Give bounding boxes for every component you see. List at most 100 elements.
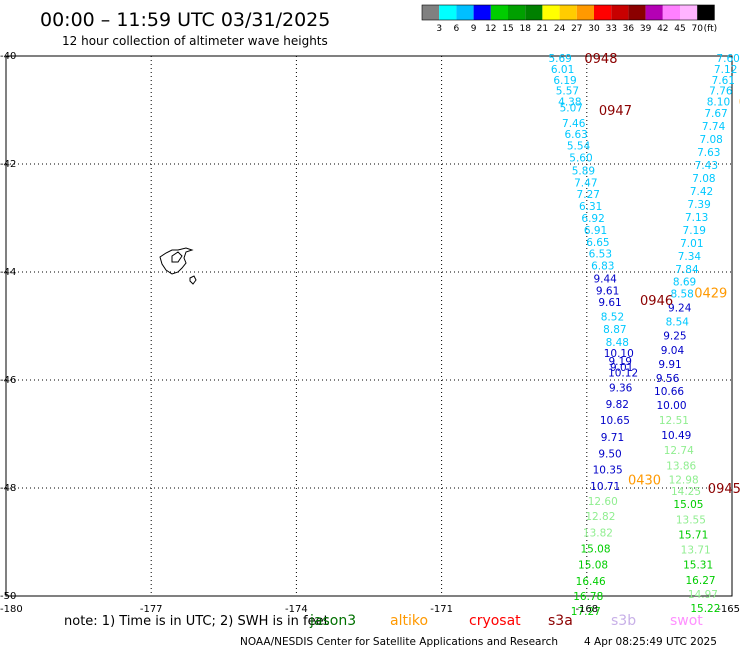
x-tick-label: -165	[717, 604, 740, 615]
wave-height-label: 10.00	[656, 400, 686, 412]
colorbar-label: 42	[657, 24, 668, 34]
wave-height-label: 12.74	[664, 445, 694, 457]
wave-height-label: 7.67	[704, 108, 727, 120]
y-axis-ticks: -40 -42 -44 -46 -48 -50	[0, 51, 16, 602]
wave-height-label: 8.69	[673, 277, 696, 289]
wave-height-label: 10.49	[661, 430, 691, 442]
wave-height-label: 7.34	[678, 251, 702, 263]
wave-height-label: 7.84	[675, 264, 699, 276]
colorbar-label: 18	[519, 24, 531, 34]
wave-height-label: 5.54	[567, 141, 591, 153]
wave-height-label: 6.19	[553, 75, 576, 87]
satellite-legend-item: cryosat	[469, 613, 521, 629]
colorbar-label: 70	[691, 24, 703, 34]
colorbar-swatch	[508, 5, 526, 20]
x-tick-label: -180	[0, 604, 23, 615]
y-tick-label: -44	[0, 267, 16, 278]
colorbar-label: 21	[537, 24, 548, 34]
wave-height-label: 9.04	[661, 345, 685, 357]
pass-time-label: 0946	[640, 294, 673, 309]
colorbar: 3 6 9 12 15 18 21 24 27 30 33 36 39 42 45 70 (ft)	[421, 4, 718, 34]
wave-height-label: 5.69	[548, 53, 571, 65]
wave-height-label: 5.89	[572, 165, 595, 177]
wave-height-label: 15.22	[690, 603, 720, 615]
pass-time-label: 0430	[628, 473, 661, 488]
x-tick-label: -171	[430, 604, 453, 615]
footer-timestamp: 4 Apr 08:25:49 UTC 2025	[584, 636, 717, 648]
wave-height-label: 9.56	[656, 373, 680, 385]
wave-height-label: 12.82	[585, 511, 615, 523]
wave-height-label: 9.61	[598, 297, 621, 309]
wave-height-label: 8.58	[670, 289, 693, 301]
wave-height-label: 7.46	[562, 118, 586, 130]
wave-height-label: 7.60	[716, 53, 739, 65]
wave-height-label: 9.82	[606, 399, 629, 411]
wave-height-label: 10.12	[608, 367, 638, 379]
satellite-legend: jason3 altiko cryosat s3a s3b swot	[309, 613, 703, 629]
wave-height-label: 9.71	[601, 432, 624, 444]
footer-credit: NOAA/NESDIS Center for Satellite Applica…	[240, 636, 558, 648]
wave-height-label: 12.98	[669, 474, 699, 486]
wave-height-label: 7.08	[692, 173, 715, 185]
wave-height-label: 10.10	[604, 348, 634, 360]
wave-height-label: 6.92	[581, 213, 604, 225]
colorbar-label: 27	[571, 24, 582, 34]
wave-height-label: 15.31	[683, 560, 713, 572]
pass-time-label: 0947	[599, 104, 632, 119]
colorbar-label: 24	[554, 24, 566, 34]
wave-height-label: 14.25	[671, 486, 701, 498]
y-tick-label: -50	[0, 591, 16, 602]
colorbar-swatch	[645, 5, 663, 20]
pass-time-label: 0429	[694, 287, 727, 302]
wave-height-label: 6.31	[579, 201, 602, 213]
satellite-legend-item: jason3	[309, 613, 356, 629]
y-tick-label: -42	[0, 159, 16, 170]
wave-height-label: 6.01	[551, 64, 574, 76]
wave-height-label: 10.71	[590, 481, 620, 493]
colorbar-swatch	[697, 5, 715, 20]
wave-height-label: 7.76	[709, 86, 733, 98]
wave-height-label: 4.38	[558, 96, 581, 108]
wave-height-label: 8.10	[707, 96, 730, 108]
wave-height-label: 13.71	[681, 545, 711, 557]
colorbar-label: (ft)	[704, 24, 718, 34]
colorbar-swatch	[525, 5, 543, 20]
wave-height-label: 9.36	[609, 383, 633, 395]
wave-height-label: 7.61	[712, 75, 735, 87]
wave-height-label: 6.63	[564, 129, 587, 141]
wave-height-label: 5.07	[560, 102, 583, 114]
colorbar-label: 12	[485, 24, 496, 34]
wave-height-label: 7.39	[687, 199, 710, 211]
wave-height-label: 10.65	[600, 415, 630, 427]
wave-height-label: 15.08	[578, 560, 608, 572]
wave-height-label: 8.87	[603, 324, 626, 336]
wave-height-label: 12.51	[659, 415, 689, 427]
pass-time-labels: 0948 0947 0946 0429 0430 0945 0	[584, 52, 740, 497]
pass-time-label: 0948	[584, 52, 617, 67]
wave-height-label: 12.60	[588, 496, 618, 508]
wave-height-label: 16.46	[576, 576, 606, 588]
x-axis-ticks: -180 -177 -174 -171 -168 -165	[0, 604, 740, 615]
wave-height-label: 9.44	[593, 273, 617, 285]
plot-frame	[5, 55, 733, 597]
colorbar-label: 9	[471, 24, 477, 34]
colorbar-label: 15	[502, 24, 513, 34]
wave-height-label: 16.78	[573, 591, 603, 603]
wave-height-label: 7.19	[683, 225, 706, 237]
colorbar-label: 33	[605, 24, 616, 34]
wave-height-label: 5.60	[569, 153, 592, 165]
colorbar-label: 36	[623, 24, 635, 34]
wave-height-label: 7.08	[699, 134, 722, 146]
x-tick-label: -177	[140, 604, 163, 615]
colorbar-swatch	[594, 5, 612, 20]
y-tick-label: -46	[0, 375, 16, 386]
wave-height-label: 6.91	[584, 225, 607, 237]
wave-height-label: 8.48	[606, 337, 629, 349]
satellite-legend-item: s3a	[548, 613, 573, 629]
data-points: 5.696.016.195.574.385.07 7.466.635.545.60…	[548, 53, 739, 618]
colorbar-swatch	[422, 5, 440, 20]
y-tick-label: -40	[0, 51, 16, 62]
wave-height-label: 6.65	[586, 237, 609, 249]
x-tick-label: -174	[285, 604, 308, 615]
